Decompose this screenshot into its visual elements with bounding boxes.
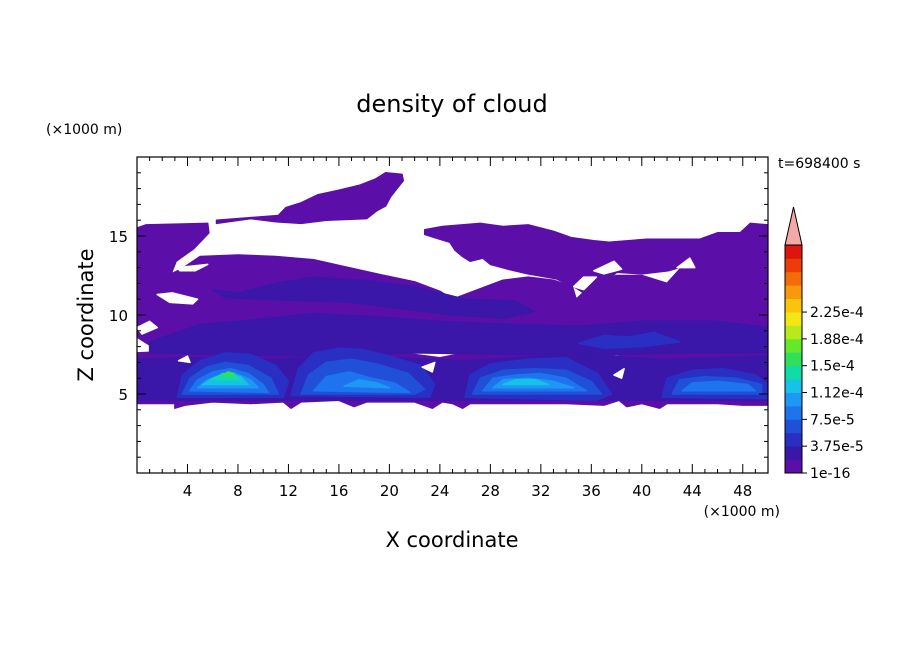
x-tick-label: 16 xyxy=(329,482,348,500)
x-tick-label: 28 xyxy=(481,482,500,500)
colorbar: 2.25e-4 1.88e-4 1.5e-4 1.12e-4 7.5e-5 3.75e-5… xyxy=(784,206,864,482)
colorbar-swatch xyxy=(785,419,802,434)
clear-region-gap-right-3 xyxy=(676,257,696,269)
x-tick-label: 12 xyxy=(279,482,298,500)
x-tick-label: 24 xyxy=(430,482,449,500)
colorbar-swatch xyxy=(785,298,802,313)
chart-title: density of cloud xyxy=(356,90,547,118)
contour-layers xyxy=(137,172,768,409)
colorbar-swatch xyxy=(785,379,802,393)
contour-level-6-cell-c xyxy=(502,379,550,386)
colorbar-swatch xyxy=(785,446,802,460)
colorbar-frame xyxy=(784,244,803,474)
colorbar-label: 1e-16 xyxy=(810,466,850,482)
colorbar-label: 3.75e-5 xyxy=(810,439,864,455)
colorbar-label: 1.12e-4 xyxy=(810,386,864,402)
time-label: t=698400 s xyxy=(778,156,860,172)
clear-region-gap-mid-left xyxy=(137,320,158,335)
colorbar-swatch xyxy=(785,258,802,273)
contour-level-8-cell-a xyxy=(222,371,235,378)
contour-level-5-cell-b xyxy=(343,379,391,389)
x-tick-label: 32 xyxy=(531,482,550,500)
clear-region-gap-right-2 xyxy=(593,260,623,275)
contour-level-7-cell-a xyxy=(211,372,242,381)
y-axis-label: Z coordinate xyxy=(74,248,98,381)
plot-area xyxy=(137,172,768,409)
contour-level-0-top-cloud xyxy=(215,172,405,225)
colorbar-swatch xyxy=(785,352,802,367)
clear-region-gap-low-3 xyxy=(613,367,625,379)
y-tick-label: 5 xyxy=(118,386,128,404)
x-tick-label: 40 xyxy=(632,482,651,500)
x-tick-label: 8 xyxy=(233,482,243,500)
colorbar-swatch xyxy=(785,245,802,259)
clear-region-gap-upper-left xyxy=(176,263,209,272)
colorbar-swatch xyxy=(785,312,802,326)
colorbar-label: 1.5e-4 xyxy=(810,359,855,375)
contour-level-2-cell-e xyxy=(577,331,681,349)
clear-region-gap-left xyxy=(156,292,199,305)
clear-region-gap-low-2 xyxy=(421,361,436,373)
x-unit-label: (×1000 m) xyxy=(704,504,780,520)
colorbar-swatch xyxy=(785,459,802,474)
colorbar-swatch xyxy=(785,338,802,353)
contour-level-0-right-upper-cloud xyxy=(423,222,768,296)
x-tick-label: 36 xyxy=(582,482,601,500)
colorbar-swatch xyxy=(785,392,802,407)
clear-region-gap-right-1 xyxy=(572,276,598,291)
x-tick-label: 20 xyxy=(380,482,399,500)
colorbar-swatch xyxy=(785,405,802,420)
colorbar-swatch xyxy=(785,325,802,340)
contour-level-1-band-upper xyxy=(211,276,536,319)
y-unit-label: (×1000 m) xyxy=(46,122,122,138)
colorbar-label: 1.88e-4 xyxy=(810,332,864,348)
colorbar-swatch xyxy=(785,271,802,286)
x-tick-label: 48 xyxy=(733,482,752,500)
y-tick-label: 10 xyxy=(109,307,128,325)
x-tick-label: 44 xyxy=(683,482,702,500)
y-tick-label: 15 xyxy=(109,228,128,246)
clear-region-gap-low-1 xyxy=(177,355,191,364)
x-axis-label: X coordinate xyxy=(385,528,518,552)
colorbar-swatch xyxy=(785,365,802,380)
colorbar-swatch xyxy=(785,285,802,300)
x-tick-label: 4 xyxy=(183,482,193,500)
colorbar-label: 2.25e-4 xyxy=(810,305,864,321)
contour-level-4-cell-d xyxy=(681,380,757,392)
colorbar-label: 7.5e-5 xyxy=(810,412,855,428)
colorbar-extend-triangle xyxy=(784,206,803,246)
colorbar-swatch xyxy=(785,432,802,447)
